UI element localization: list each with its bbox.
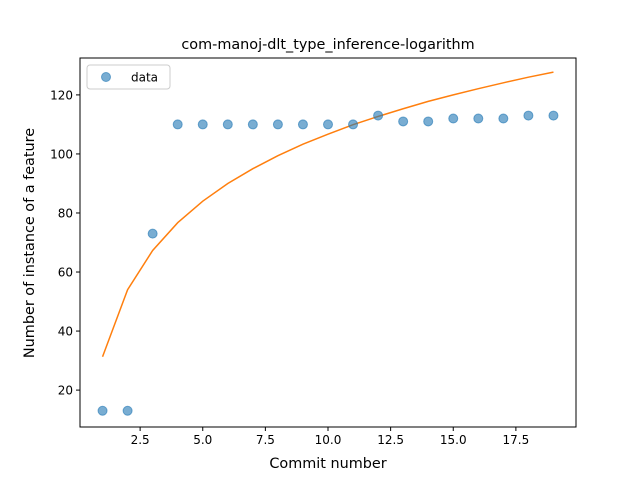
x-tick-label: 12.5 bbox=[377, 433, 404, 447]
x-tick-label: 15.0 bbox=[440, 433, 467, 447]
data-point bbox=[197, 119, 208, 130]
x-axis-label: Commit number bbox=[269, 456, 386, 472]
x-axis-ticks: 2.5 5.0 7.5 10.0 12.5 15.0 17.5 bbox=[131, 427, 530, 447]
y-tick-label: 100 bbox=[50, 147, 73, 161]
y-tick-label: 60 bbox=[58, 266, 73, 280]
data-point bbox=[147, 228, 158, 239]
x-tick-label: 7.5 bbox=[256, 433, 275, 447]
x-tick-label: 2.5 bbox=[131, 433, 150, 447]
data-point bbox=[498, 113, 509, 124]
data-point bbox=[373, 110, 384, 121]
data-point bbox=[523, 110, 534, 121]
data-point bbox=[247, 119, 258, 130]
data-point bbox=[473, 113, 484, 124]
series-layer bbox=[97, 71, 559, 416]
x-tick-label: 5.0 bbox=[193, 433, 212, 447]
y-axis-label: Number of instance of a feature bbox=[22, 128, 38, 358]
legend-marker bbox=[101, 72, 111, 82]
data-point bbox=[323, 119, 333, 130]
data-point bbox=[548, 110, 559, 121]
y-tick-label: 120 bbox=[50, 88, 73, 102]
data-point bbox=[272, 119, 283, 130]
data-point bbox=[97, 405, 108, 416]
legend-box bbox=[86, 64, 171, 90]
x-tick-label: 17.5 bbox=[503, 433, 530, 447]
data-point bbox=[297, 119, 308, 130]
y-tick-label: 40 bbox=[58, 325, 73, 339]
data-point bbox=[222, 119, 233, 130]
y-tick-label: 80 bbox=[58, 206, 73, 220]
y-tick-label: 20 bbox=[58, 384, 73, 398]
data-point bbox=[423, 116, 434, 127]
legend-label: data bbox=[131, 71, 158, 85]
y-axis-ticks: 20 40 60 80 100 120 bbox=[50, 88, 80, 398]
legend: data bbox=[86, 64, 171, 90]
x-tick-label: 10.0 bbox=[315, 433, 342, 447]
data-point bbox=[448, 113, 459, 124]
chart-title: com-manoj-dlt_type_inference-logarithm bbox=[181, 37, 474, 53]
data-point bbox=[398, 116, 409, 127]
data-point bbox=[172, 119, 183, 130]
data-point bbox=[348, 119, 359, 130]
fit-line bbox=[101, 71, 554, 358]
data-point bbox=[122, 405, 133, 416]
